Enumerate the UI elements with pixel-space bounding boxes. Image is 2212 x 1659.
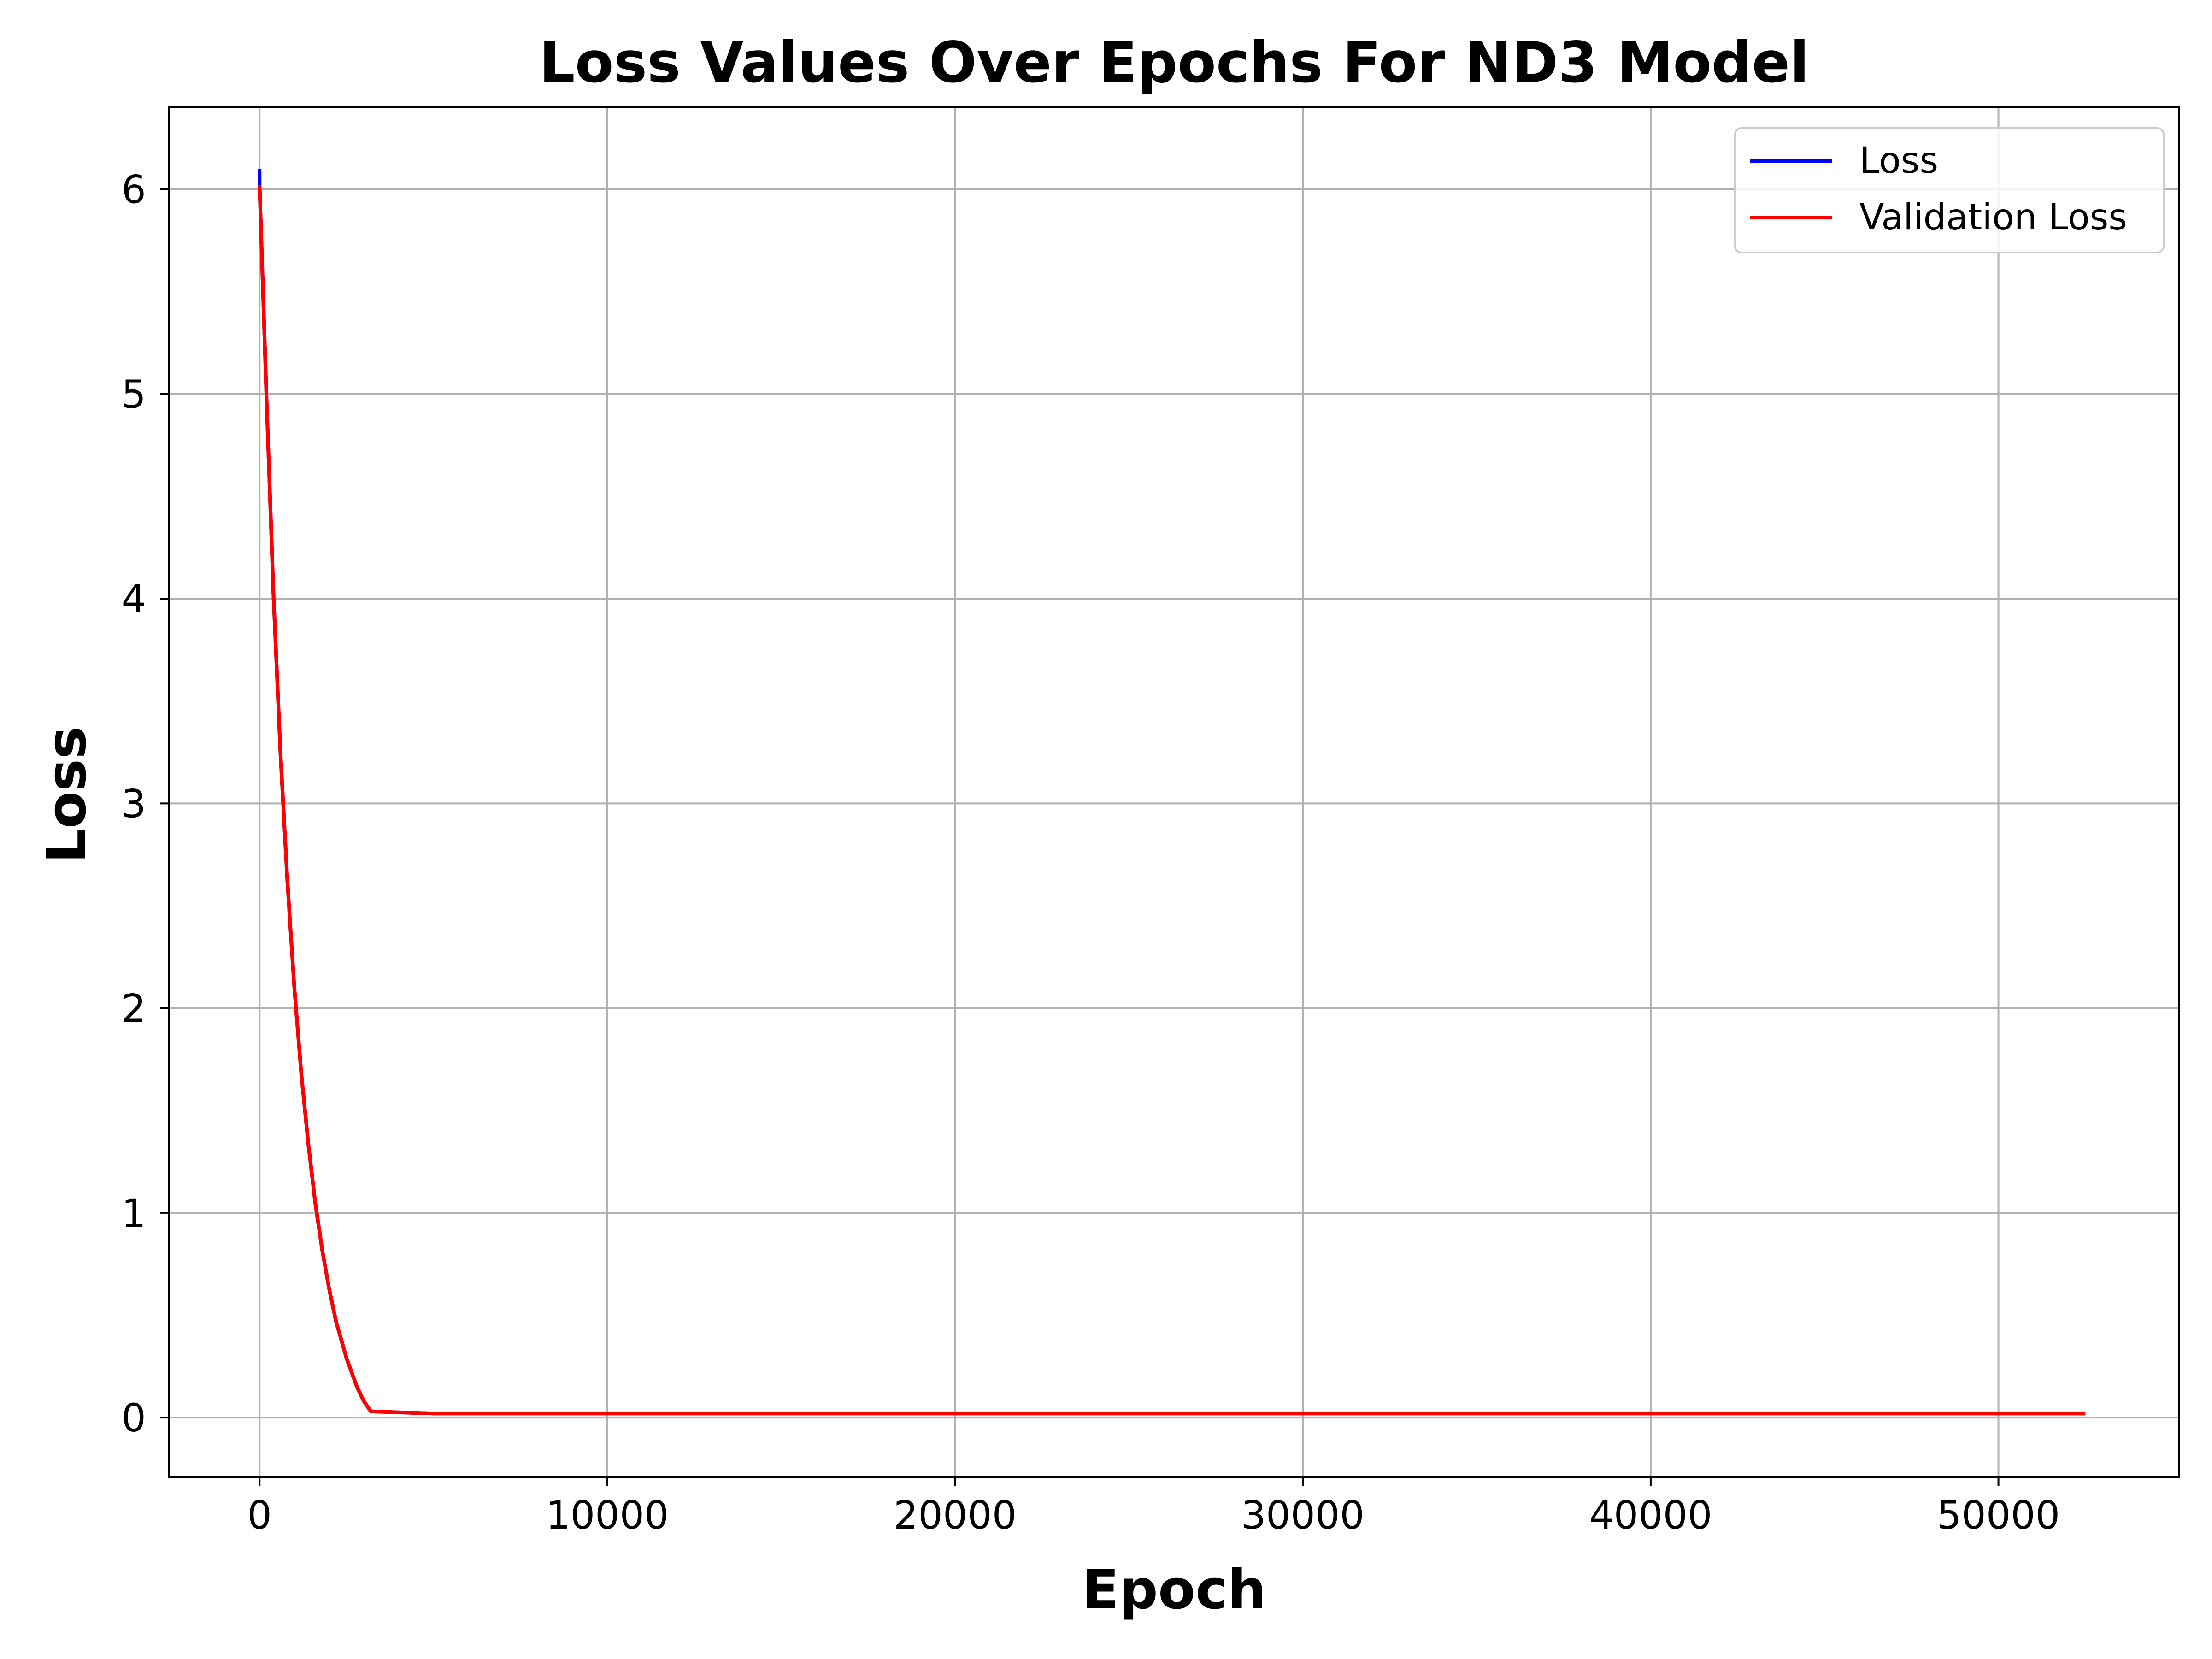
y-axis-label: Loss [35,727,98,864]
x-tick-label: 0 [247,1493,271,1538]
chart-title: Loss Values Over Epochs For ND3 Model [539,30,1809,95]
plot-frame [168,106,2180,1478]
x-tick-label: 50000 [1937,1493,2060,1538]
legend-label-loss: Loss [1859,140,1938,182]
x-tick-label: 30000 [1241,1493,1365,1538]
y-tick-label: 4 [122,577,146,622]
x-tick-label: 40000 [1589,1493,1712,1538]
series-line-validation-loss [258,185,2086,1416]
y-tick-label: 1 [122,1191,146,1236]
x-tick-label: 10000 [546,1493,669,1538]
x-tick-label: 20000 [894,1493,1017,1538]
y-tick-label: 0 [122,1395,146,1441]
legend: Loss Validation Loss [1734,127,2165,253]
legend-label-validation-loss: Validation Loss [1859,197,2127,238]
y-tick-label: 6 [122,167,146,212]
series-lines [258,169,2086,1416]
y-tick-label: 2 [122,986,146,1031]
legend-box [1734,127,2165,253]
y-tick-label: 5 [122,372,146,417]
grid-lines [169,107,2179,1477]
y-tick-label: 3 [122,781,146,826]
x-axis-label: Epoch [1082,1558,1266,1621]
axis-ticks: 0 10000 20000 30000 40000 50000 0 1 2 3 4 5 6 [122,167,2060,1538]
